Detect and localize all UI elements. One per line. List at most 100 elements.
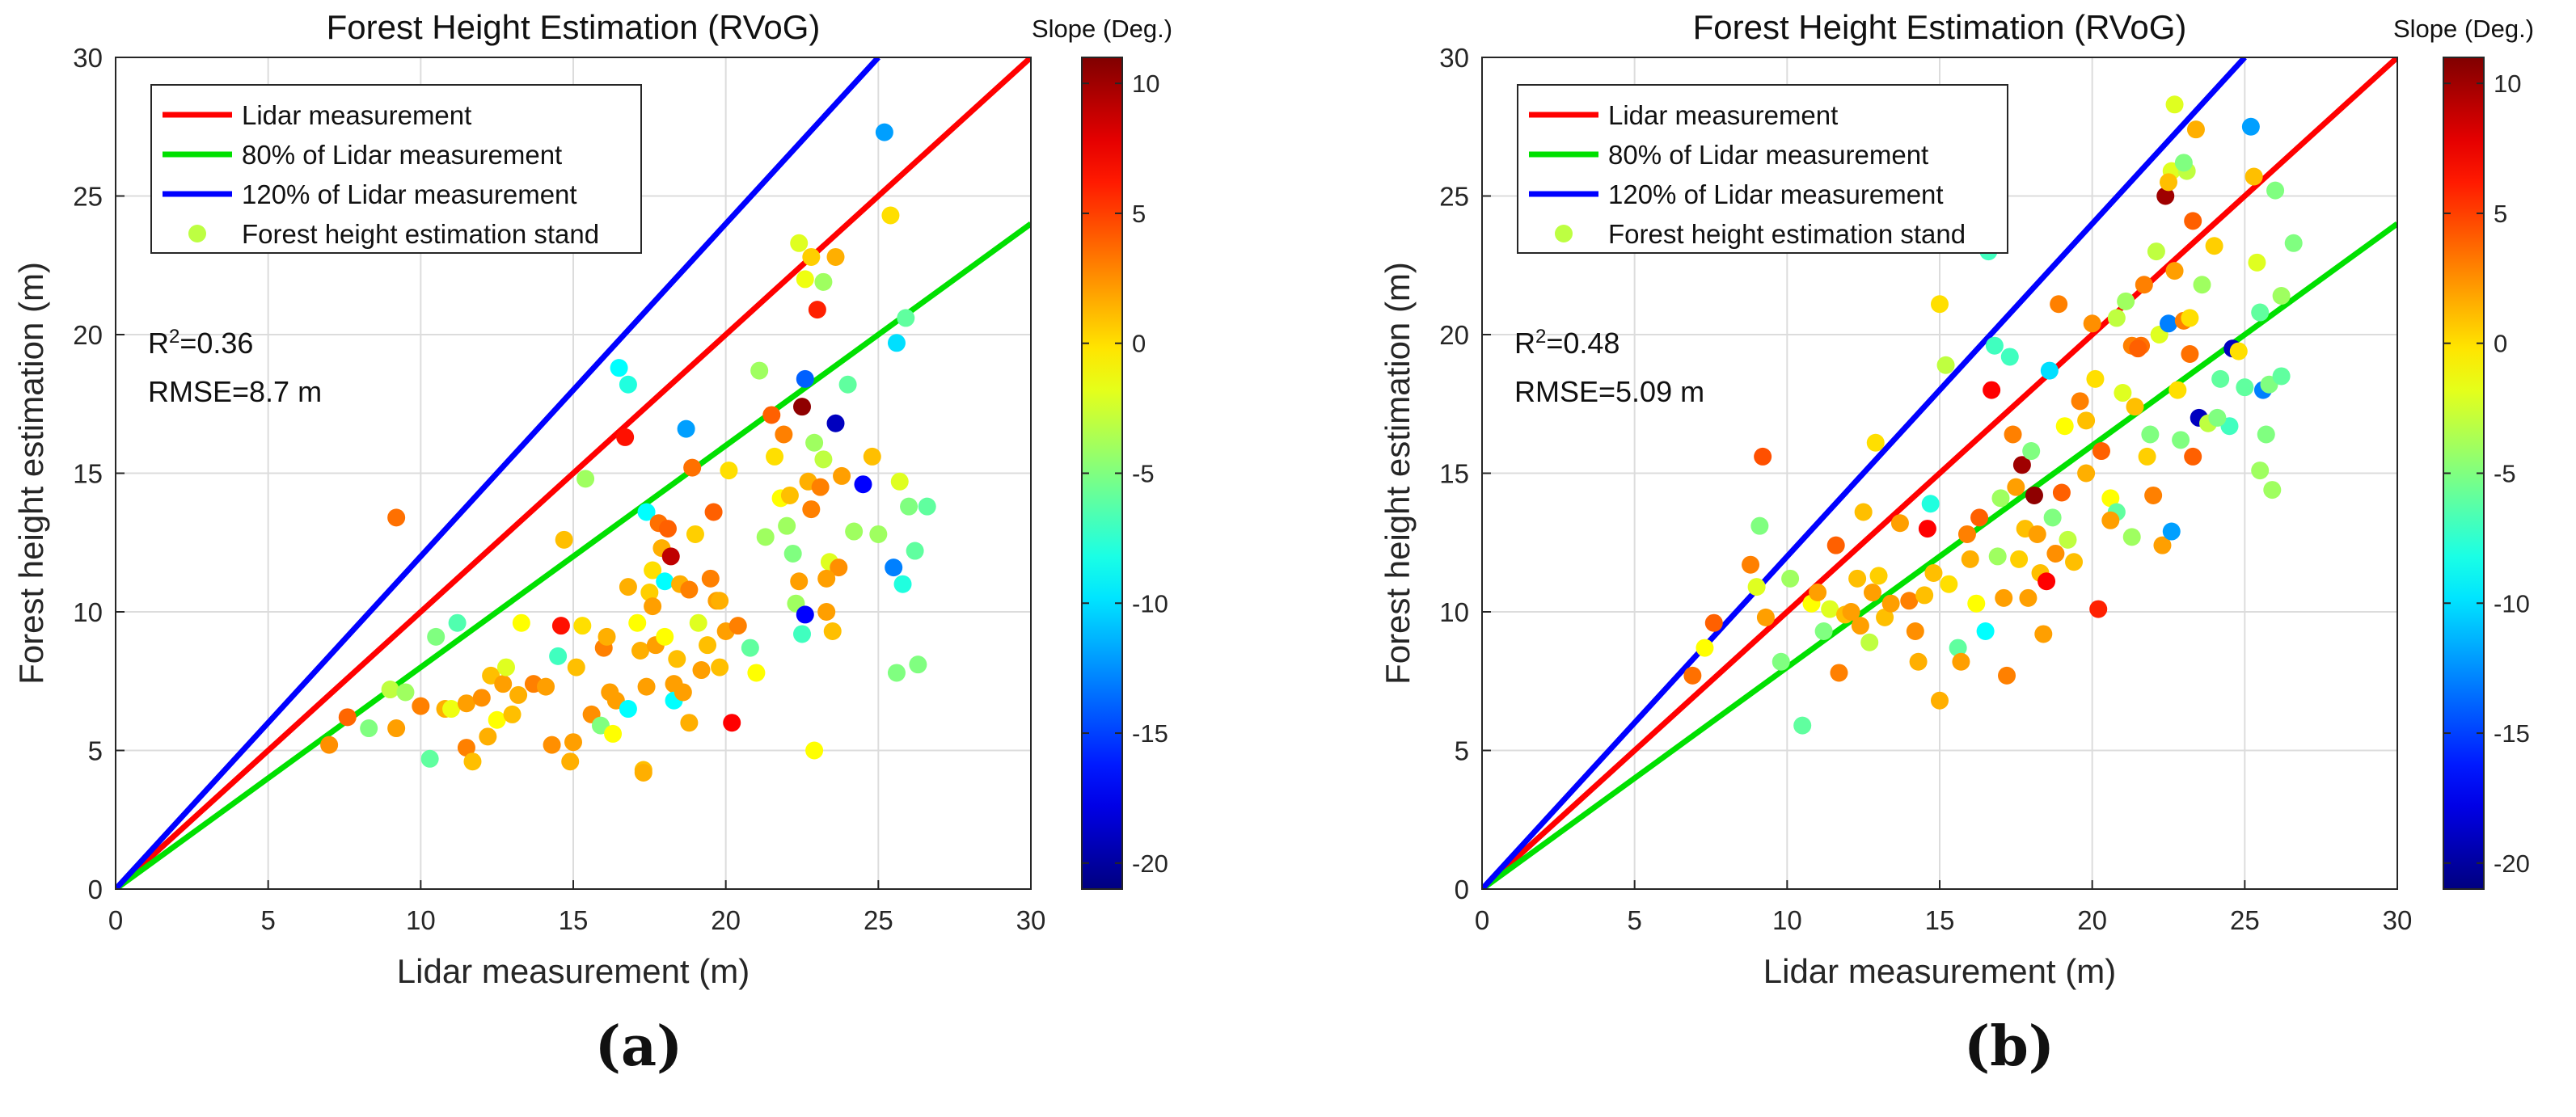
scatter-point <box>741 639 759 657</box>
scatter-point <box>1793 716 1812 735</box>
x-tick-label: 20 <box>2077 905 2107 935</box>
scatter-point <box>814 450 833 469</box>
scatter-point <box>2107 309 2126 327</box>
scatter-point <box>1915 586 1934 605</box>
scatter-point <box>644 561 662 580</box>
scatter-point <box>509 685 528 704</box>
scatter-point <box>2114 384 2132 403</box>
scatter-point <box>845 522 864 541</box>
scatter-point <box>360 719 378 738</box>
scatter-point <box>881 206 900 225</box>
colorbar-tick-label: 10 <box>1132 70 1159 98</box>
scatter-point <box>686 525 704 543</box>
scatter-point <box>1814 622 1833 641</box>
scatter-point <box>2040 361 2059 380</box>
scatter-point <box>564 733 582 752</box>
scatter-point <box>2205 237 2223 255</box>
scatter-point <box>2141 425 2160 444</box>
scatter-point <box>396 683 415 702</box>
scatter-point <box>2050 295 2068 314</box>
scatter-point <box>2117 292 2135 310</box>
scatter-point <box>805 433 824 452</box>
y-tick-label: 30 <box>1439 43 1469 73</box>
panel-label-a: (a) <box>594 1014 683 1079</box>
colorbar-tick-label: 5 <box>2494 200 2507 228</box>
scatter-point <box>1860 633 1879 651</box>
scatter-point <box>677 419 695 438</box>
scatter-point <box>479 727 497 746</box>
colorbar-tick-label: 5 <box>1132 200 1146 228</box>
scatter-point <box>909 655 927 674</box>
scatter-point <box>2193 276 2211 294</box>
scatter-point <box>2266 181 2285 200</box>
chart-title: Forest Height Estimation (RVoG) <box>327 8 821 46</box>
reference-line <box>1482 221 2397 889</box>
scatter-point <box>778 516 796 535</box>
reference-lines <box>1482 57 2397 889</box>
scatter-point <box>448 613 467 632</box>
scatter-point <box>814 272 833 291</box>
scatter-point <box>887 664 906 682</box>
scatter-point <box>790 572 809 591</box>
scatter-point <box>704 503 723 521</box>
scatter-point <box>683 458 702 477</box>
scatter-point <box>1704 613 1723 632</box>
scatter-point <box>2184 212 2202 230</box>
scatter-point <box>2004 425 2022 444</box>
scatter-point <box>463 752 482 771</box>
scatter-point <box>674 683 692 702</box>
scatter-point <box>1957 525 1976 543</box>
colorbar-tick-label: -20 <box>1132 849 1168 878</box>
y-tick-label: 15 <box>73 459 103 489</box>
scatter-point <box>494 675 513 693</box>
scatter-point <box>488 710 506 729</box>
y-tick-label: 5 <box>1455 736 1469 766</box>
y-tick-label: 20 <box>73 320 103 350</box>
scatter-point <box>543 736 561 754</box>
scatter-point <box>496 658 515 677</box>
scatter-point <box>661 547 680 566</box>
reference-line <box>1482 57 2247 889</box>
scatter-point <box>2034 625 2053 643</box>
x-tick-label: 5 <box>1627 905 1641 935</box>
colorbar-tick-label: -5 <box>2494 460 2516 488</box>
scatter-point <box>775 425 793 444</box>
scatter-point <box>699 636 717 655</box>
scatter-point <box>802 247 821 266</box>
reference-lines <box>116 57 1031 889</box>
scatter-point <box>762 406 781 424</box>
scatter-point <box>893 575 912 593</box>
x-tick-label: 5 <box>260 905 275 935</box>
scatter-point <box>616 428 635 446</box>
scatter-point <box>1851 617 1869 635</box>
scatter-point <box>2162 522 2181 541</box>
legend-label: 120% of Lidar measurement <box>1608 179 1944 209</box>
scatter-point <box>555 530 573 549</box>
x-tick-label: 0 <box>108 905 123 935</box>
scatter-point <box>897 309 915 327</box>
scatter-point <box>783 544 802 563</box>
colorbar-tick-label: 0 <box>2494 330 2507 358</box>
r-squared-annotation: R2=0.36 <box>148 326 253 360</box>
colorbar-label: Slope (Deg.) <box>1032 15 1172 43</box>
scatter-point <box>2181 345 2199 364</box>
scatter-point <box>2284 234 2303 252</box>
scatter-point <box>1876 608 1894 626</box>
reference-line <box>116 57 1031 889</box>
scatter-point <box>802 500 821 519</box>
scatter-point <box>2236 378 2254 397</box>
scatter-point <box>619 700 637 719</box>
scatter-point <box>1772 652 1790 671</box>
scatter-point <box>561 752 580 771</box>
scatter-point <box>631 642 650 660</box>
scatter-point <box>680 580 699 599</box>
scatter-point <box>2160 173 2177 192</box>
scatter-point <box>537 677 555 696</box>
scatter-point <box>2028 525 2046 543</box>
legend-label: 120% of Lidar measurement <box>242 179 577 209</box>
y-axis-label: Forest height estimation (m) <box>1379 262 1417 685</box>
scatter-point <box>1952 652 1970 671</box>
scatter-point <box>2181 309 2199 327</box>
scatter-point <box>2156 187 2175 205</box>
scatter-point <box>918 497 936 516</box>
